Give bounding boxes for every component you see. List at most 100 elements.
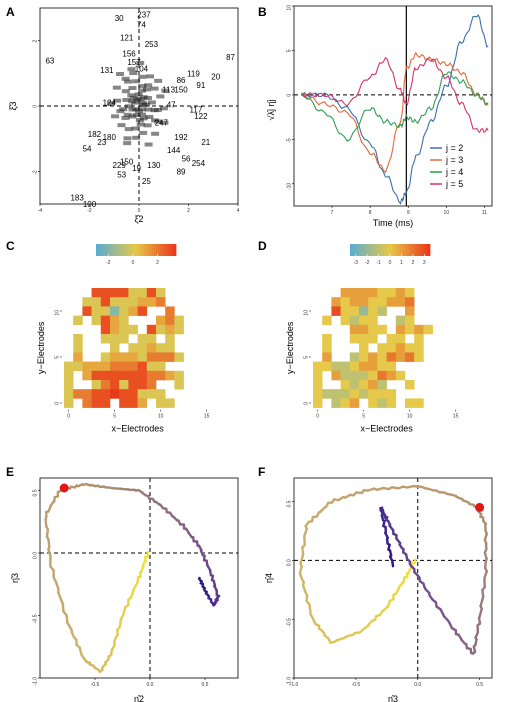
panel-d-cell (377, 398, 387, 408)
panel-b-frame (293, 5, 493, 207)
panel-c-colorbar-segment (102, 244, 105, 256)
panel-d-colorbar-segment (414, 244, 417, 256)
panel-a-point-label: 87 (226, 53, 235, 62)
panel-c-cell (91, 306, 102, 316)
panel-a-point-label: 91 (196, 81, 205, 90)
panel-c-cell (73, 361, 83, 372)
panel-c-colorbar-segment (98, 244, 101, 256)
panel-e-y-tick-label: -0.5 (33, 614, 39, 623)
panel-a-cluster-mark (121, 76, 130, 81)
panel-a-point-label: 180 (103, 133, 117, 142)
panel-c-cell (73, 315, 83, 326)
panel-d-cell (322, 352, 332, 362)
panel-c-cell (146, 380, 157, 390)
panel-d-cell (359, 380, 369, 390)
panel-c-colorbar-segment (148, 244, 151, 256)
panel-f-x-tick-label: -0.5 (352, 682, 361, 688)
panel-c-colorbar-segment (146, 244, 149, 256)
panel-d-cell (395, 370, 406, 381)
panel-c-cell (119, 288, 129, 298)
panel-c-colorbar-segment (106, 244, 109, 256)
panel-d-cell (349, 380, 360, 390)
panel-a-y-tick-label: 2 (33, 39, 39, 42)
panel-c-colorbar-segment (126, 244, 129, 256)
panel-c-cell (146, 343, 157, 353)
panel-d-cell (405, 343, 415, 353)
panel-a-cluster-mark (144, 107, 153, 112)
panel-c-cell (156, 389, 166, 399)
panel-c-colorbar-tick-label: -2 (106, 260, 111, 266)
panel-d-colorbar-tick-label: -2 (365, 260, 370, 266)
panel-a-cluster-mark (129, 71, 138, 76)
panel-a-point-label: 74 (137, 20, 146, 29)
panel-c-cell (156, 398, 166, 408)
panel-c-cell (91, 398, 102, 408)
panel-d-colorbar-segment (356, 244, 359, 256)
panel-d-colorbar-segment (386, 244, 389, 256)
panel-c-colorbar-segment (108, 244, 111, 256)
panel-c-cell (146, 389, 157, 399)
panel-d-cell (377, 343, 387, 353)
panel-a-point-label: 117 (190, 105, 203, 114)
panel-c-cell (119, 370, 129, 381)
panel-c-cell (110, 288, 120, 298)
panel-d-cell (359, 288, 369, 298)
panel-d-cell (377, 361, 387, 372)
panel-a-cluster-mark (132, 107, 141, 112)
panel-c-colorbar-segment (162, 244, 165, 256)
panel-e-y-tick-label: 0.5 (33, 489, 39, 496)
panel-d-colorbar-segment (396, 244, 399, 256)
panel-c-colorbar-segment (168, 244, 171, 256)
panel-a-point-label: 131 (100, 66, 114, 75)
panel-a-cluster-mark (138, 88, 147, 93)
panel-c-colorbar-tick-label: 0 (132, 260, 135, 266)
panel-c-cell (156, 343, 166, 353)
panel-a-cluster-mark (124, 104, 133, 109)
panel-d-cell (386, 398, 397, 408)
panel-d-cell (414, 398, 424, 408)
panel-c-cell (100, 315, 111, 326)
panel-b-series-line (301, 71, 489, 142)
panel-c-colorbar-segment (156, 244, 159, 256)
panel-d-cell (386, 334, 397, 344)
panel-a-point-label: 53 (117, 171, 126, 180)
panel-a-cluster-mark (106, 101, 115, 106)
panel-d-cell (395, 297, 406, 307)
panel-d-cell (395, 315, 406, 326)
panel-d-y-axis-label: y−Electrodes (285, 321, 295, 374)
panel-d-colorbar-segment (378, 244, 381, 256)
panel-c-cell (100, 297, 111, 307)
panel-d-cell (349, 334, 360, 344)
panel-c-cell (100, 361, 111, 372)
panel-a-cluster-mark (143, 123, 152, 128)
panel-a-cluster-mark (128, 114, 137, 119)
panel-a-cluster-mark (124, 127, 133, 132)
panel-c-cell (119, 389, 129, 399)
panel-f-frame (293, 477, 493, 679)
panel-d-cell (386, 288, 397, 298)
panel-d-cell (349, 315, 360, 326)
panel-c-cell (128, 370, 138, 381)
panel-a-cluster-mark (132, 112, 141, 117)
panel-c-colorbar-segment (132, 244, 135, 256)
panel-d-cell (331, 398, 341, 408)
panel-a-cluster-mark (116, 109, 125, 114)
panel-d-cell (405, 324, 415, 335)
panel-d-colorbar-segment (364, 244, 367, 256)
panel-c-colorbar-segment (112, 244, 115, 256)
panel-f-start-marker (475, 502, 485, 512)
panel-d-colorbar-segment (428, 244, 431, 256)
panel-d-cell (386, 352, 397, 362)
panel-b-series-line (301, 56, 489, 134)
panel-a-point-label: 150 (120, 158, 134, 167)
panel-a-point-label: 113 (162, 86, 175, 95)
panel-d-cell (349, 288, 360, 298)
panel-a-x-tick-label: -4 (38, 208, 43, 214)
panel-d-colorbar-segment (404, 244, 407, 256)
panel-c-colorbar-segment (136, 244, 139, 256)
panel-e-trajectory-segment (65, 614, 69, 624)
panel-c-colorbar-segment (140, 244, 143, 256)
panel-d-cell (331, 306, 341, 316)
panel-a-cluster-mark (156, 94, 165, 99)
panel-d-cell (368, 288, 378, 298)
